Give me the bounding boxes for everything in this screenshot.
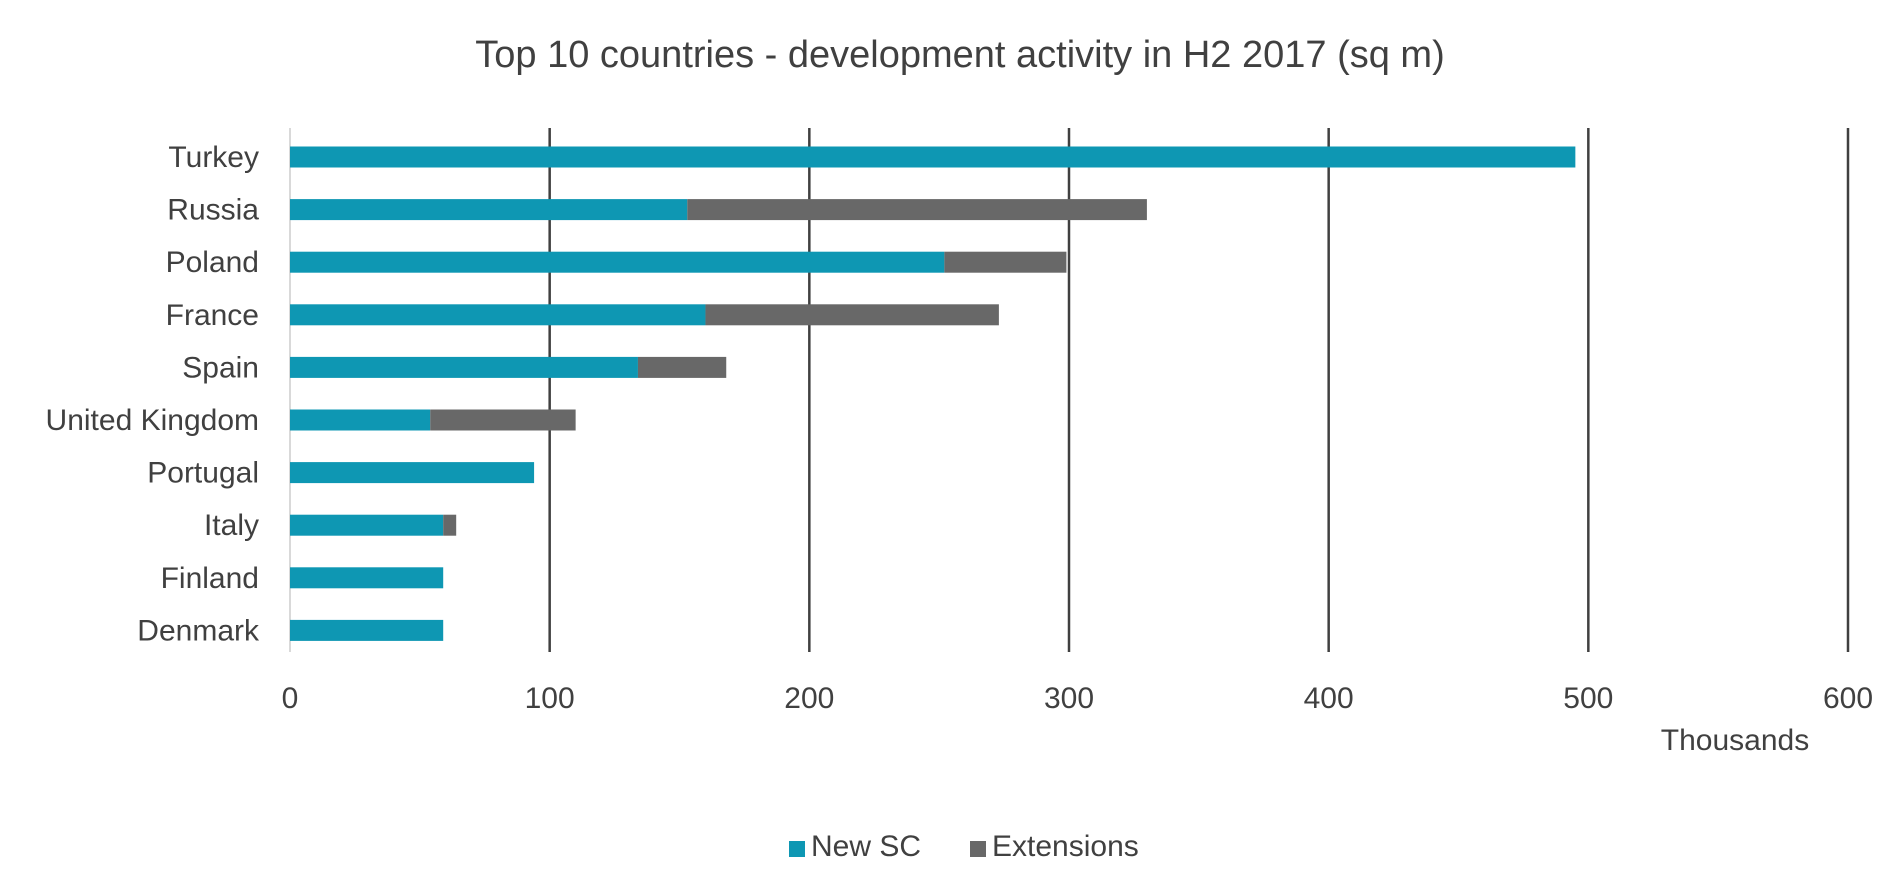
category-label: Finland (161, 562, 259, 595)
legend-label-extensions: Extensions (992, 830, 1139, 863)
category-label: Denmark (137, 614, 260, 647)
bar-new-sc (290, 199, 688, 221)
bar-new-sc (290, 409, 431, 431)
bar-extensions (705, 304, 999, 326)
bar-new-sc (290, 567, 444, 589)
bar-new-sc (290, 619, 444, 641)
category-label: Portugal (147, 457, 259, 490)
legend: New SC Extensions (789, 830, 1139, 863)
x-tick-label: 300 (1044, 682, 1094, 715)
bar-extensions (637, 356, 727, 378)
category-label: Italy (204, 509, 259, 542)
x-tick-label: 200 (784, 682, 834, 715)
bar-extensions (944, 251, 1067, 273)
bar-extensions (430, 409, 576, 431)
category-label: Turkey (168, 141, 259, 174)
bar-extensions (443, 514, 457, 536)
x-tick-label: 100 (525, 682, 575, 715)
category-label: Spain (182, 351, 259, 384)
category-labels: Turkey Russia Poland France Spain United King… (46, 141, 260, 647)
category-label: United Kingdom (46, 404, 259, 437)
bar-new-sc (290, 462, 535, 484)
bar-new-sc (290, 304, 706, 326)
bar-new-sc (290, 356, 638, 378)
bar-new-sc (290, 146, 1576, 168)
x-tick-label: 600 (1823, 682, 1873, 715)
bar-new-sc (290, 514, 444, 536)
x-tick-label: 400 (1304, 682, 1354, 715)
bars (290, 146, 1576, 641)
category-label: Poland (166, 246, 259, 279)
x-axis-tick-labels: 0 100 200 300 400 500 600 (282, 682, 1873, 715)
x-axis-unit-label: Thousands (1661, 724, 1809, 757)
category-label: Russia (167, 194, 259, 227)
x-tick-label: 0 (282, 682, 299, 715)
legend-swatch-new-sc (789, 841, 805, 857)
category-label: France (166, 299, 259, 332)
bar-extensions (687, 199, 1147, 221)
legend-label-new-sc: New SC (811, 830, 921, 863)
legend-swatch-extensions (970, 841, 986, 857)
x-tick-label: 500 (1563, 682, 1613, 715)
bar-new-sc (290, 251, 945, 273)
chart-title: Top 10 countries - development activity … (475, 34, 1444, 76)
